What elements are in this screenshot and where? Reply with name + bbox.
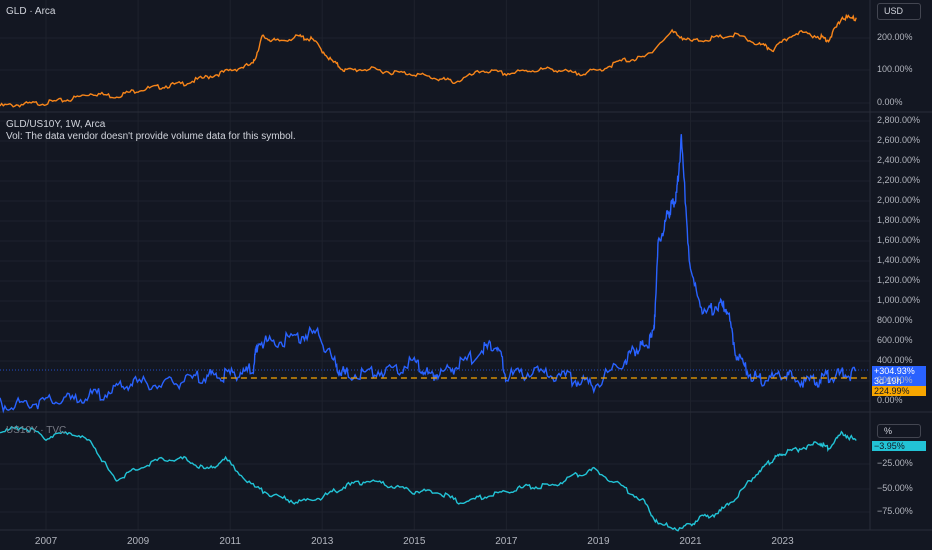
y-tick-label: 2,600.00% (877, 135, 921, 145)
ratio-pane-title: GLD/US10Y, 1W, Arca (6, 119, 106, 130)
y-tick-label: 200.00% (877, 32, 913, 42)
series-line-0 (0, 13, 857, 108)
x-tick-label-2023: 2023 (771, 536, 794, 547)
y-tick-label: 1,200.00% (877, 275, 921, 285)
ratio-level-tag: 224.99% (872, 386, 926, 396)
y-tick-label: 100.00% (877, 64, 913, 74)
x-tick-label-2017: 2017 (495, 536, 518, 547)
grid (0, 0, 870, 530)
y-tick-label: 2,800.00% (877, 115, 921, 125)
x-tick-label-2015: 2015 (403, 536, 426, 547)
y-tick-label: 1,400.00% (877, 255, 921, 265)
us10y-last-value-tag: −3.95% (872, 441, 926, 451)
x-tick-label-2019: 2019 (587, 536, 610, 547)
y-tick-label: 0.00% (877, 395, 903, 405)
ratio-last-value-tag: +304.93% (872, 366, 926, 376)
x-tick-label-2011: 2011 (219, 536, 241, 547)
ratio-volume-note: Vol: The data vendor doesn't provide vol… (6, 131, 296, 142)
y-tick-label: 1,800.00% (877, 215, 921, 225)
percent-unit-button[interactable]: % (877, 424, 921, 438)
x-tick-label-2007: 2007 (34, 536, 58, 547)
y-tick-label: 2,000.00% (877, 195, 921, 205)
series-line-1 (0, 134, 857, 414)
currency-unit-button[interactable]: USD (877, 3, 921, 20)
x-tick-label-2021: 2021 (679, 536, 702, 547)
y-tick-label: 2,200.00% (877, 175, 921, 185)
y-tick-label: 800.00% (877, 315, 913, 325)
us10y-pane-title: US10Y · TVC (6, 425, 67, 436)
y-tick-label: 400.00% (877, 355, 913, 365)
y-tick-label: −75.00% (877, 506, 913, 516)
y-tick-label: 2,400.00% (877, 155, 921, 165)
series-line-2 (0, 425, 857, 532)
series-layer (0, 13, 870, 532)
pane-separators (0, 0, 932, 531)
y-tick-label: −50.00% (877, 483, 913, 493)
x-tick-label-2009: 2009 (126, 536, 150, 547)
y-tick-label: −25.00% (877, 458, 913, 468)
y-tick-label: 0.00% (877, 97, 903, 107)
ratio-countdown-tag: 3d 19h (872, 376, 926, 386)
y-tick-label: 200.00% (877, 375, 913, 385)
y-tick-label: 1,600.00% (877, 235, 921, 245)
x-tick-label-2013: 2013 (311, 536, 334, 547)
y-tick-label: 1,000.00% (877, 295, 921, 305)
y-tick-label: 600.00% (877, 335, 913, 345)
gld-pane-title: GLD · Arca (6, 6, 56, 17)
